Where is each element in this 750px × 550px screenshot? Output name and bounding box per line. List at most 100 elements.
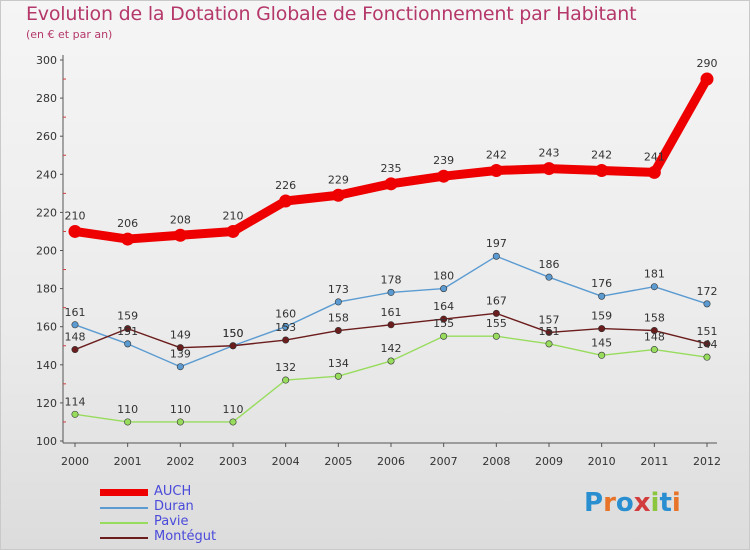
- data-label: 157: [539, 313, 560, 326]
- data-label: 241: [644, 150, 665, 163]
- data-label: 206: [117, 217, 138, 230]
- data-label: 151: [697, 325, 718, 338]
- data-point: [229, 418, 237, 426]
- y-tick-label: 200: [36, 245, 57, 258]
- x-tick-label: 2008: [482, 455, 510, 468]
- data-label: 151: [539, 325, 560, 338]
- data-label: 155: [433, 317, 454, 330]
- chart-subtitle: (en € et par an): [26, 28, 113, 41]
- data-label: 173: [328, 283, 349, 296]
- data-point: [387, 288, 395, 296]
- data-point: [440, 285, 448, 293]
- legend-label-montegut: Montégut: [154, 529, 217, 544]
- y-tick-label: 280: [36, 92, 57, 105]
- data-label: 110: [223, 403, 244, 416]
- x-tick-label: 2007: [430, 455, 458, 468]
- data-point: [71, 346, 79, 354]
- data-point: [68, 224, 82, 238]
- data-point: [176, 344, 184, 352]
- proxiti-logo: Proxiti: [584, 488, 681, 518]
- y-tick-label: 300: [36, 54, 57, 67]
- logo-letter: i: [650, 488, 660, 518]
- data-label: 149: [170, 329, 191, 342]
- x-tick-label: 2005: [324, 455, 352, 468]
- data-label: 181: [644, 268, 665, 281]
- data-point: [437, 169, 451, 183]
- data-label: 151: [117, 325, 138, 338]
- data-point: [176, 363, 184, 371]
- y-tick-label: 260: [36, 130, 57, 143]
- data-label: 180: [433, 270, 454, 283]
- data-point: [331, 188, 345, 202]
- data-label: 210: [223, 209, 244, 222]
- data-point: [279, 194, 293, 208]
- data-point: [492, 309, 500, 317]
- data-label: 242: [591, 148, 612, 161]
- data-point: [176, 418, 184, 426]
- data-label: 186: [539, 258, 560, 271]
- legend-swatch-duran: [100, 507, 148, 509]
- data-label: 172: [697, 285, 718, 298]
- data-point: [703, 300, 711, 308]
- legend-swatch-pavie: [100, 522, 148, 524]
- data-point: [282, 376, 290, 384]
- data-label: 158: [328, 312, 349, 325]
- legend-label-auch: AUCH: [154, 484, 192, 499]
- data-point: [489, 163, 503, 177]
- data-label: 178: [381, 273, 402, 286]
- data-label: 155: [486, 317, 507, 330]
- data-label: 290: [697, 57, 718, 70]
- data-label: 159: [591, 310, 612, 323]
- chart-title: Evolution de la Dotation Globale de Fonc…: [26, 3, 637, 25]
- y-tick-label: 140: [36, 359, 57, 372]
- data-label: 153: [275, 321, 296, 334]
- logo-letter: t: [659, 488, 672, 518]
- data-label: 150: [223, 327, 244, 340]
- data-label: 167: [486, 294, 507, 307]
- data-point: [545, 328, 553, 336]
- data-point: [595, 163, 609, 177]
- x-tick-label: 2000: [61, 455, 89, 468]
- x-tick-label: 2011: [640, 455, 668, 468]
- data-label: 150: [223, 327, 244, 340]
- logo-letter: P: [584, 488, 604, 518]
- data-label: 110: [117, 403, 138, 416]
- data-point: [71, 410, 79, 418]
- data-label: 164: [433, 300, 454, 313]
- data-point: [598, 325, 606, 333]
- x-tick-label: 2012: [693, 455, 721, 468]
- data-label: 210: [65, 209, 86, 222]
- data-point: [598, 292, 606, 300]
- data-point: [647, 165, 661, 179]
- data-point: [173, 228, 187, 242]
- x-tick-label: 2003: [219, 455, 247, 468]
- data-point: [492, 332, 500, 340]
- x-tick-label: 2010: [588, 455, 616, 468]
- data-point: [542, 162, 556, 176]
- data-label: 160: [275, 308, 296, 321]
- data-label: 139: [170, 348, 191, 361]
- data-point: [700, 72, 714, 86]
- data-label: 242: [486, 148, 507, 161]
- data-point: [650, 283, 658, 291]
- data-label: 110: [170, 403, 191, 416]
- data-point: [334, 298, 342, 306]
- data-point: [282, 336, 290, 344]
- data-point: [384, 177, 398, 191]
- data-label: 159: [117, 310, 138, 323]
- data-label: 161: [65, 306, 86, 319]
- data-point: [545, 273, 553, 281]
- data-label: 134: [328, 357, 349, 370]
- data-point: [334, 327, 342, 335]
- data-label: 158: [644, 312, 665, 325]
- y-tick-label: 160: [36, 321, 57, 334]
- data-label: 176: [591, 277, 612, 290]
- data-point: [492, 252, 500, 260]
- data-point: [124, 418, 132, 426]
- y-tick-label: 100: [36, 435, 57, 448]
- data-point: [703, 353, 711, 361]
- data-label: 229: [328, 173, 349, 186]
- x-tick-label: 2002: [166, 455, 194, 468]
